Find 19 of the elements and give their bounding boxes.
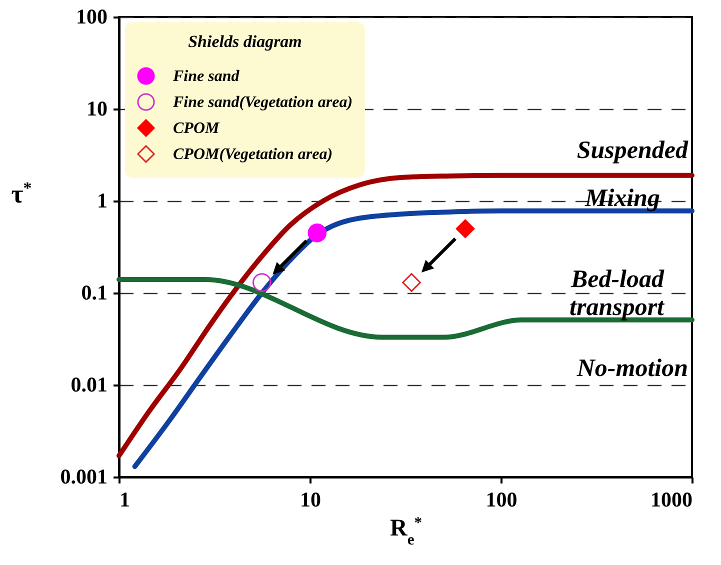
annotation: Bed-load transport	[570, 266, 666, 321]
y-tick-label: 0.1	[81, 280, 108, 304]
y-axis-title: τ$^{*}$	[11, 178, 32, 208]
legend-title: Shields diagram	[188, 32, 302, 51]
annotation: No-motion	[576, 355, 688, 382]
legend-label: Fine sand	[172, 68, 240, 85]
x-tick-label: 100	[486, 488, 518, 512]
y-tick-label: 0.001	[60, 464, 108, 488]
y-tick-label: 1	[97, 188, 108, 212]
legend-label: Fine sand(Vegetation area)	[172, 94, 353, 111]
annotation: Suspended	[576, 137, 688, 164]
x-tick-label: 1000	[650, 488, 692, 512]
legend-label: CPOM(Vegetation area)	[173, 146, 333, 163]
x-tick-label: 10	[300, 488, 321, 512]
legend-label: CPOM	[173, 120, 220, 137]
y-tick-label: 0.01	[70, 372, 108, 396]
y-tick-label: 100	[76, 4, 108, 28]
x-tick-label: 1	[120, 488, 130, 512]
y-tick-label: 10	[86, 96, 108, 120]
